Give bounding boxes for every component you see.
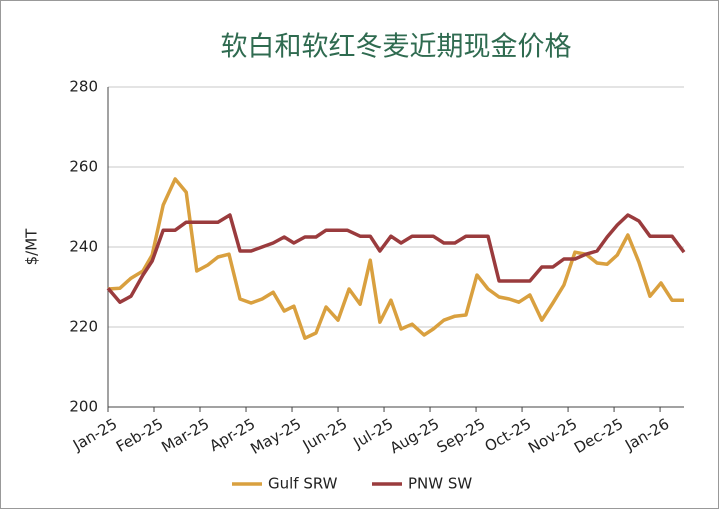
series-line	[107, 177, 684, 340]
chart-title: 软白和软红冬麦近期现金价格	[221, 32, 572, 63]
y-tick-label: 280	[69, 78, 98, 96]
y-tick-label: 260	[69, 158, 98, 176]
legend-label: PNW SW	[408, 475, 472, 493]
y-tick-label: 240	[69, 238, 98, 256]
y-tick-label: 200	[69, 398, 98, 416]
y-tick-label: 220	[69, 318, 98, 336]
series-line	[106, 213, 686, 304]
y-axis-label: $/MT	[23, 228, 41, 266]
legend-label: Gulf SRW	[268, 475, 338, 493]
